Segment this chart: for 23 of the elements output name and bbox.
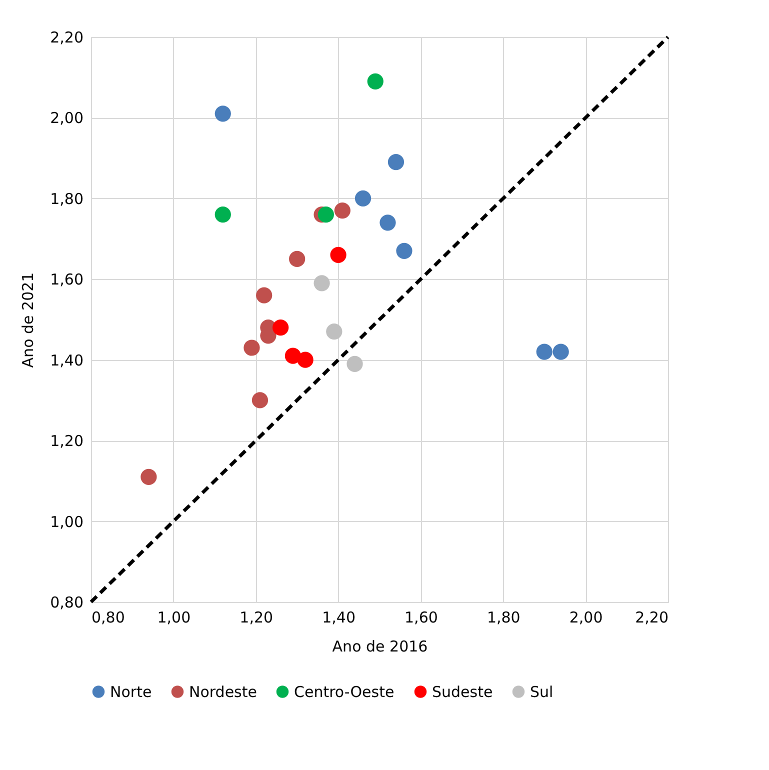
x-tick-label: 2,20 — [635, 608, 668, 626]
y-tick-label: 1,60 — [50, 270, 84, 289]
x-axis-title: Ano de 2016 — [332, 638, 428, 656]
y-tick-label: 2,20 — [50, 28, 84, 46]
x-tick-label: 1,60 — [404, 608, 438, 626]
y-tick-label: 1,00 — [50, 512, 84, 531]
legend-label: Norte — [110, 682, 152, 701]
x-tick-label: 2,00 — [569, 608, 603, 626]
y-axis-title: Ano de 2021 — [19, 272, 38, 368]
y-tick-label: 1,40 — [50, 351, 84, 370]
x-tick-label: 1,40 — [322, 608, 356, 626]
legend-label: Sul — [530, 682, 554, 701]
y-tick-label: 1,20 — [50, 432, 84, 450]
legend-label: Centro-Oeste — [294, 682, 394, 701]
y-tick-label: 1,80 — [50, 190, 84, 208]
x-tick-label: 1,00 — [157, 608, 191, 626]
legend-label: Nordeste — [189, 682, 257, 701]
y-tick-label: 2,00 — [50, 109, 84, 128]
x-tick-label: 1,80 — [486, 608, 520, 626]
x-tick-label: 0,80 — [92, 608, 125, 626]
y-tick-label: 0,80 — [50, 594, 84, 612]
x-tick-label: 1,20 — [240, 608, 274, 626]
legend-label: Sudeste — [432, 682, 493, 701]
